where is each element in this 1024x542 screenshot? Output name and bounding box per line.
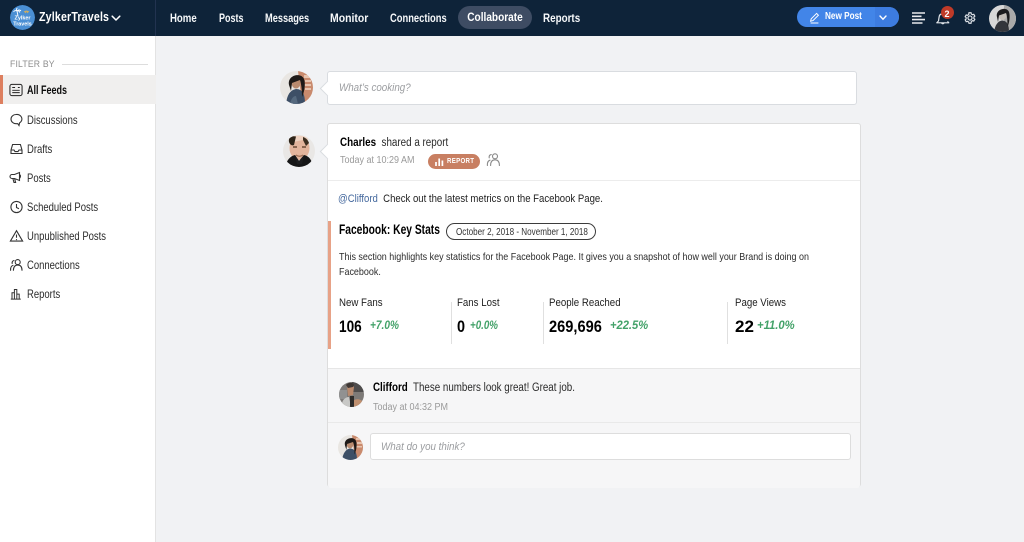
svg-text:Zylker: Zylker (15, 16, 32, 22)
svg-text:Travels: Travels (13, 22, 32, 28)
